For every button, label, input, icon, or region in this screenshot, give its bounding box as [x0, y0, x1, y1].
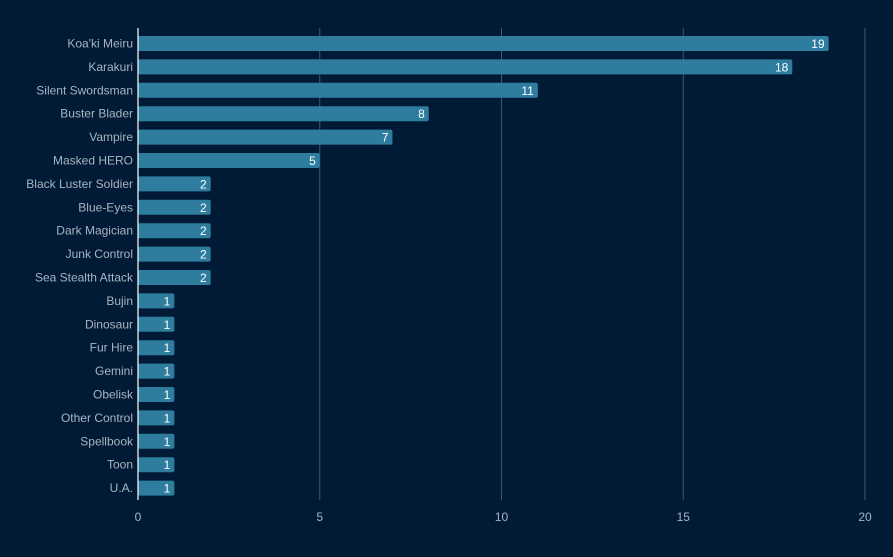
bar: [138, 199, 211, 215]
data-label: 1: [164, 458, 171, 472]
category-label: Gemini: [95, 364, 133, 378]
category-label: Karakuri: [88, 60, 133, 74]
category-label: Dinosaur: [85, 317, 133, 331]
bar: [138, 480, 175, 496]
bar: [138, 223, 211, 239]
data-label: 1: [164, 411, 171, 425]
data-label: 8: [418, 107, 425, 121]
bar: [138, 433, 175, 449]
category-label: U.A.: [110, 481, 133, 495]
category-label: Masked HERO: [53, 154, 133, 168]
bar: [138, 82, 538, 98]
bar: [138, 410, 175, 426]
data-label: 2: [200, 271, 207, 285]
category-label: Koa'ki Meiru: [67, 37, 133, 51]
data-label: 1: [164, 435, 171, 449]
data-label: 5: [309, 154, 316, 168]
data-label: 11: [521, 84, 534, 98]
category-label: Junk Control: [66, 247, 133, 261]
x-tick-label: 15: [677, 510, 691, 524]
bar: [138, 293, 175, 309]
data-label: 1: [164, 318, 171, 332]
bar: [138, 36, 829, 51]
bar: [138, 340, 175, 356]
category-label: Toon: [107, 458, 133, 472]
bar: [138, 246, 211, 262]
bar: [138, 316, 175, 332]
data-label: 1: [164, 365, 171, 379]
data-label: 19: [811, 37, 825, 51]
category-label: Black Luster Soldier: [26, 177, 133, 191]
x-tick-label: 0: [135, 510, 142, 524]
bar: [138, 457, 175, 473]
category-label: Buster Blader: [60, 107, 133, 121]
category-label: Other Control: [61, 411, 133, 425]
category-label: Silent Swordsman: [36, 83, 133, 97]
bar: [138, 270, 211, 285]
data-label: 7: [382, 131, 389, 145]
bar: [138, 363, 175, 379]
category-label: Blue-Eyes: [78, 200, 133, 214]
data-label: 1: [164, 294, 171, 308]
x-tick-label: 5: [316, 510, 323, 524]
bar: [138, 153, 320, 168]
bar: [138, 176, 211, 192]
category-label: Obelisk: [93, 388, 134, 402]
data-label: 2: [200, 201, 207, 215]
category-label: Fur Hire: [90, 341, 134, 355]
category-label: Spellbook: [80, 434, 134, 448]
category-label: Dark Magician: [56, 224, 133, 238]
data-label: 2: [200, 248, 207, 262]
data-label: 1: [164, 341, 171, 355]
data-label: 18: [775, 60, 789, 74]
data-label: 2: [200, 224, 207, 238]
category-label: Sea Stealth Attack: [35, 271, 134, 285]
bar: [138, 387, 175, 402]
x-tick-label: 10: [495, 510, 509, 524]
data-label: 2: [200, 177, 207, 191]
category-label: Vampire: [89, 130, 133, 144]
data-label: 1: [164, 482, 171, 496]
data-label: 1: [164, 388, 171, 402]
bar: [138, 106, 429, 122]
bar: [138, 59, 793, 75]
x-tick-label: 20: [858, 510, 872, 524]
bar: [138, 129, 393, 145]
category-label: Bujin: [106, 294, 133, 308]
